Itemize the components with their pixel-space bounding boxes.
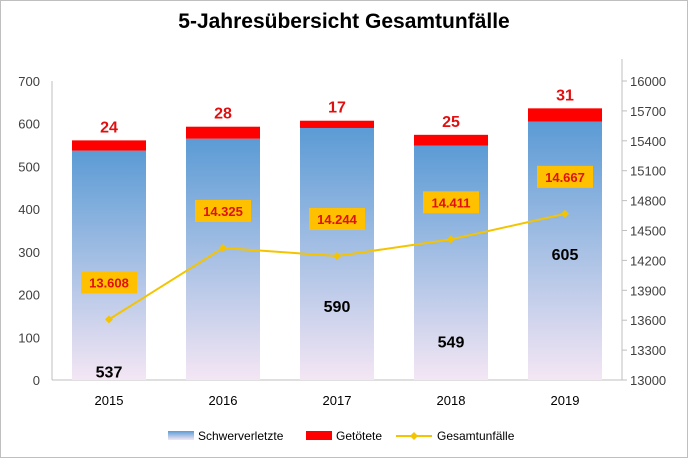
y-right-tick-label: 13600 [630,313,666,328]
data-label-box-gesamtunfaelle [309,208,365,231]
legend-swatch-schwerverletzte [168,431,194,440]
bar-getoetete [414,134,488,146]
y-right-tick-label: 13900 [630,283,666,298]
chart-title: 5-Jahresübersicht Gesamtunfälle [178,10,510,33]
data-label-getoetete: 25 [442,114,460,131]
x-category-label: 2017 [323,393,352,408]
x-category-label: 2015 [95,393,124,408]
data-label-schwerverletzte: 549 [438,334,465,351]
y-left-tick-label: 400 [18,202,40,217]
y-right-tick-label: 14500 [630,224,666,239]
legend-label-getoetete: Getötete [336,429,382,443]
y-left-tick-label: 200 [18,288,40,303]
point-gesamtunfaelle [333,252,341,261]
bar-schwerverletzte [72,150,146,380]
bar-getoetete [300,120,374,128]
data-label-getoetete: 17 [328,100,346,117]
data-label-getoetete: 31 [556,87,574,104]
legend-marker-gesamtunfaelle [410,432,418,440]
data-label-gesamtunfaelle: 14.411 [431,195,470,210]
legend-swatch-getoetete [306,431,332,440]
y-right-tick-label: 15400 [630,134,666,149]
data-label-getoetete: 28 [214,106,232,123]
y-right-tick-label: 16000 [630,74,666,89]
y-left-tick-label: 300 [18,245,40,260]
data-label-box-gesamtunfaelle [81,271,137,294]
data-label-gesamtunfaelle: 14.667 [545,170,585,185]
legend-label-gesamtunfaelle: Gesamtunfälle [437,429,515,443]
data-label-gesamtunfaelle: 14.244 [317,212,358,227]
x-category-label: 2018 [437,393,466,408]
y-right-tick-label: 13300 [630,343,666,358]
y-right-tick-label: 15700 [630,104,666,119]
y-left-tick-label: 600 [18,117,40,132]
data-label-schwerverletzte: 537 [96,364,123,381]
point-gesamtunfaelle [447,235,455,244]
y-right-tick-label: 15100 [630,164,666,179]
bar-getoetete [72,140,146,151]
y-left-tick-label: 500 [18,159,40,174]
data-label-box-gesamtunfaelle [195,199,251,222]
x-category-label: 2016 [209,393,238,408]
data-label-schwerverletzte: 590 [324,299,351,316]
data-label-gesamtunfaelle: 13.608 [89,275,129,290]
bar-schwerverletzte [528,121,602,380]
x-category-label: 2019 [551,393,580,408]
legend-label-schwerverletzte: Schwerverletzte [198,429,284,443]
bar-schwerverletzte [186,138,260,380]
data-label-getoetete: 24 [100,119,118,136]
y-right-tick-label: 14800 [630,194,666,209]
point-gesamtunfaelle [219,243,227,252]
y-left-tick-label: 700 [18,74,40,89]
data-label-gesamtunfaelle: 14.325 [203,204,243,219]
data-label-box-gesamtunfaelle [423,191,479,214]
bar-schwerverletzte [414,145,488,380]
point-gesamtunfaelle [105,315,113,324]
data-label-schwerverletzte: 605 [552,247,579,264]
y-left-tick-label: 100 [18,330,40,345]
y-right-tick-label: 14200 [630,253,666,268]
bar-getoetete [186,126,260,139]
point-gesamtunfaelle [561,209,569,218]
y-right-tick-label: 13000 [630,373,666,388]
bar-getoetete [528,108,602,122]
y-left-tick-label: 0 [33,373,40,388]
data-label-box-gesamtunfaelle [537,165,593,188]
